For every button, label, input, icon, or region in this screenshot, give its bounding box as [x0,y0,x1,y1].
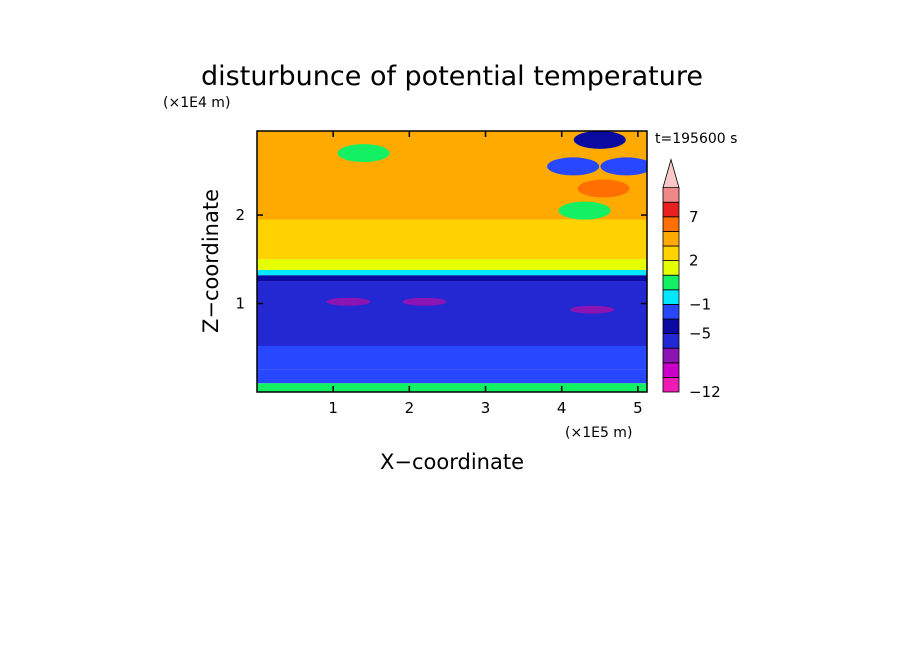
colorbar-label-2: −1 [689,295,711,313]
time-label: t=195600 s [655,131,737,147]
x-tick-label-1: 2 [405,399,415,417]
field-band-6 [257,259,647,270]
x-tick-label-0: 1 [328,399,338,417]
colorbar-box-3 [662,333,680,349]
y-axis-label: Z−coordinate [199,189,223,333]
colorbar-box-13 [662,187,680,203]
field-features [326,131,647,314]
colorbar-box-5 [662,303,680,320]
y-tick-label-0: 1 [235,295,245,313]
y-axis-ticks: 12 [235,206,647,313]
field-feature-0 [326,297,371,306]
field-band-4 [257,275,647,282]
field-band-0 [257,383,647,392]
field-feature-3 [390,195,443,214]
x-tick-label-4: 5 [633,399,643,417]
field-feature-6 [547,157,600,176]
colorbar-box-12 [662,201,680,218]
field-feature-9 [558,201,611,220]
field-band-7 [257,219,647,260]
colorbar-box-8 [662,260,680,276]
field-band-2 [257,345,647,370]
colorbar-box-9 [662,245,680,262]
field-feature-4 [337,144,390,163]
colorbar-label-3: 2 [689,252,699,270]
field-feature-2 [570,305,615,314]
field-band-3 [257,281,647,346]
colorbar-label-4: 7 [689,208,699,226]
field-feature-5 [573,131,626,149]
y-tick-label-1: 2 [235,206,245,224]
colorbar-box-0 [662,376,680,393]
plot-area [257,131,647,392]
colorbar-box-11 [662,216,680,232]
colorbar-box-7 [662,274,680,291]
x-tick-label-3: 4 [557,399,567,417]
colorbar-box-6 [662,289,680,305]
field-feature-7 [600,157,647,176]
colorbar-extension [662,158,680,189]
field-band-1 [257,369,647,384]
x-tick-label-2: 3 [481,399,491,417]
colorbar-box-2 [662,347,680,364]
colorbar-label-0: −12 [689,383,721,401]
colorbar-box-10 [662,230,680,247]
colorbar-label-1: −5 [689,325,711,343]
x-axis-label: X−coordinate [380,450,524,474]
chart-title: disturbunce of potential temperature [201,61,703,92]
colorbar-box-4 [662,318,680,335]
x-axis-ticks: 1 2 3 4 5 [328,131,643,417]
colorbar-box-1 [662,362,680,378]
x-unit-label: (×1E5 m) [565,425,632,441]
field-feature-1 [402,297,447,306]
plot-frame [256,130,648,393]
field-band-5 [257,269,647,276]
colorbar: −12−5−127 [662,158,721,401]
field-feature-8 [577,179,630,198]
y-unit-label: (×1E4 m) [163,95,230,111]
